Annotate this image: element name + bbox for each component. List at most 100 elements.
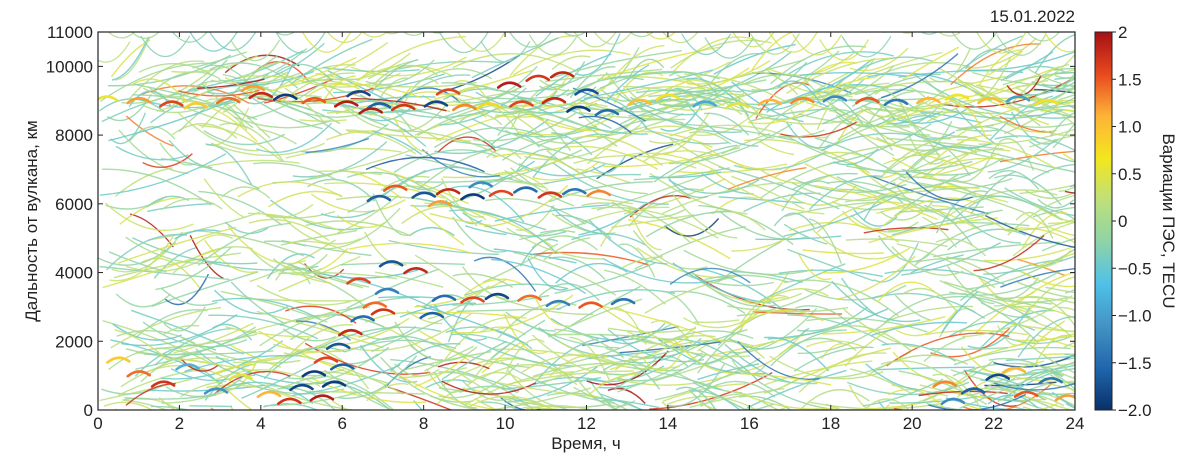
track-arc xyxy=(599,322,666,345)
track-arc xyxy=(519,96,612,130)
colorbar-label: Вариации ПЭС, TECU xyxy=(1159,133,1178,308)
track-arc xyxy=(98,41,131,63)
y-tick-label: 2000 xyxy=(55,332,93,351)
track-arc xyxy=(643,351,683,372)
track-arc xyxy=(957,84,1075,129)
track-arc xyxy=(452,65,538,104)
data-point xyxy=(240,84,265,93)
track-arc xyxy=(247,315,330,334)
track-arc xyxy=(492,171,549,191)
track-arc xyxy=(688,389,713,410)
track-arc xyxy=(912,72,1041,117)
track-arc xyxy=(793,71,851,105)
data-point xyxy=(578,301,603,309)
track-arc xyxy=(380,109,496,148)
track-arc xyxy=(829,109,893,151)
track-arc xyxy=(950,43,1041,86)
track-arc xyxy=(495,381,605,399)
colorbar-tick-label: 1.5 xyxy=(1118,70,1142,89)
track-arc xyxy=(371,165,469,205)
track-arc xyxy=(269,199,365,231)
track-arc xyxy=(812,229,899,260)
track-arc xyxy=(1010,271,1075,310)
track-arc xyxy=(1039,381,1075,391)
track-arc xyxy=(513,251,617,296)
track-arc xyxy=(538,326,623,357)
track-arc xyxy=(701,282,803,303)
track-arc xyxy=(107,32,136,39)
track-arc xyxy=(751,32,795,71)
track-arc xyxy=(1056,370,1075,380)
data-point xyxy=(940,397,966,405)
track-arc xyxy=(788,221,900,243)
track-arc xyxy=(339,102,388,127)
track-arc xyxy=(732,32,775,48)
track-arc xyxy=(283,352,404,395)
x-tick-label: 20 xyxy=(903,414,922,433)
track-arc xyxy=(275,64,356,90)
track-arc xyxy=(155,333,258,350)
track-arc xyxy=(491,387,592,410)
track-arc xyxy=(307,178,376,202)
track-arc xyxy=(953,346,1071,366)
track-arc xyxy=(142,321,248,348)
x-tick-label: 2 xyxy=(175,414,184,433)
track-arc xyxy=(264,78,334,104)
data-point xyxy=(977,96,1002,105)
track-arc xyxy=(336,194,400,234)
track-arc xyxy=(438,32,489,53)
track-arc xyxy=(402,78,439,108)
track-arc xyxy=(535,338,599,383)
track-arc xyxy=(519,221,590,241)
track-arc xyxy=(627,330,751,358)
track-arc xyxy=(994,135,1075,152)
track-arc xyxy=(194,59,228,91)
track-arc xyxy=(574,33,621,76)
track-arc xyxy=(805,101,897,144)
track-arc xyxy=(578,111,686,121)
track-arc xyxy=(883,292,967,324)
track-arc xyxy=(925,329,1028,336)
track-arc xyxy=(197,78,265,89)
data-point xyxy=(435,188,461,196)
track-arc xyxy=(510,83,564,130)
data-point xyxy=(1038,377,1063,385)
data-point xyxy=(256,390,282,399)
track-arc xyxy=(926,402,968,410)
track-arc xyxy=(913,131,956,140)
track-arc xyxy=(233,104,271,139)
track-arc xyxy=(275,32,296,36)
track-arc xyxy=(248,218,330,242)
track-arc xyxy=(585,85,706,106)
track-arc xyxy=(759,288,829,307)
track-arc xyxy=(173,322,254,354)
track-arc xyxy=(737,341,820,380)
track-arc xyxy=(873,242,919,283)
track-arc xyxy=(993,353,1075,368)
data-point xyxy=(423,100,449,108)
data-point xyxy=(1001,366,1027,375)
data-point xyxy=(391,103,416,112)
track-arc xyxy=(703,380,776,398)
track-arc xyxy=(752,311,843,315)
track-arc xyxy=(676,163,788,174)
track-arc xyxy=(206,143,253,186)
track-arc xyxy=(285,147,402,159)
data-point xyxy=(382,184,408,192)
track-arc xyxy=(282,328,337,342)
track-arc xyxy=(645,32,676,40)
track-arc xyxy=(138,63,211,75)
track-arc xyxy=(439,87,527,126)
track-arc xyxy=(518,115,615,136)
track-arc xyxy=(697,363,760,381)
track-arc xyxy=(589,350,657,360)
track-arc xyxy=(414,278,508,308)
data-point xyxy=(525,74,550,82)
track-arc xyxy=(569,66,616,99)
track-arc xyxy=(1017,281,1075,300)
track-arc xyxy=(512,49,631,76)
track-arc xyxy=(306,274,368,309)
data-point xyxy=(346,277,371,285)
track-arc xyxy=(773,212,815,229)
track-arc xyxy=(292,364,401,397)
